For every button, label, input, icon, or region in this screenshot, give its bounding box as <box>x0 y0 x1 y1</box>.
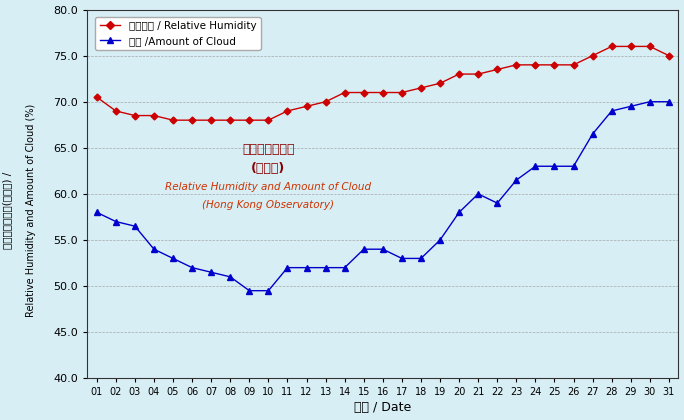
雲量 /Amount of Cloud <box>570 164 578 169</box>
Text: (天文台): (天文台) <box>251 162 285 175</box>
雲量 /Amount of Cloud <box>302 265 311 270</box>
雲量 /Amount of Cloud <box>455 210 463 215</box>
雲量 /Amount of Cloud <box>207 270 215 275</box>
相對濕度 / Relative Humidity <box>169 118 177 123</box>
相對濕度 / Relative Humidity <box>92 94 101 100</box>
相對濕度 / Relative Humidity <box>436 81 444 86</box>
相對濕度 / Relative Humidity <box>474 71 482 76</box>
相對濕度 / Relative Humidity <box>588 53 596 58</box>
Text: Relative Humidity and Amount of Cloud (%): Relative Humidity and Amount of Cloud (%… <box>26 103 36 317</box>
相對濕度 / Relative Humidity <box>665 53 673 58</box>
相對濕度 / Relative Humidity <box>379 90 387 95</box>
雲量 /Amount of Cloud <box>436 237 444 242</box>
雲量 /Amount of Cloud <box>474 192 482 197</box>
相對濕度 / Relative Humidity <box>360 90 368 95</box>
雲量 /Amount of Cloud <box>169 256 177 261</box>
雲量 /Amount of Cloud <box>551 164 559 169</box>
相對濕度 / Relative Humidity <box>283 108 291 113</box>
雲量 /Amount of Cloud <box>627 104 635 109</box>
相對濕度 / Relative Humidity <box>455 71 463 76</box>
雲量 /Amount of Cloud <box>531 164 540 169</box>
相對濕度 / Relative Humidity <box>531 62 540 67</box>
雲量 /Amount of Cloud <box>111 219 120 224</box>
相對濕度 / Relative Humidity <box>493 67 501 72</box>
雲量 /Amount of Cloud <box>131 223 139 228</box>
相對濕度 / Relative Humidity <box>512 62 521 67</box>
雲量 /Amount of Cloud <box>646 99 654 104</box>
相對濕度 / Relative Humidity <box>551 62 559 67</box>
Line: 雲量 /Amount of Cloud: 雲量 /Amount of Cloud <box>94 99 672 294</box>
相對濕度 / Relative Humidity <box>207 118 215 123</box>
相對濕度 / Relative Humidity <box>398 90 406 95</box>
相對濕度 / Relative Humidity <box>226 118 235 123</box>
雲量 /Amount of Cloud <box>512 178 521 183</box>
雲量 /Amount of Cloud <box>188 265 196 270</box>
相對濕度 / Relative Humidity <box>646 44 654 49</box>
Text: 相對濕度及雲量: 相對濕度及雲量 <box>242 143 295 156</box>
雲量 /Amount of Cloud <box>226 274 235 279</box>
相對濕度 / Relative Humidity <box>150 113 158 118</box>
X-axis label: 日期 / Date: 日期 / Date <box>354 402 412 415</box>
相對濕度 / Relative Humidity <box>321 99 330 104</box>
雲量 /Amount of Cloud <box>665 99 673 104</box>
相對濕度 / Relative Humidity <box>264 118 272 123</box>
雲量 /Amount of Cloud <box>360 247 368 252</box>
雲量 /Amount of Cloud <box>607 108 616 113</box>
相對濕度 / Relative Humidity <box>131 113 139 118</box>
相對濕度 / Relative Humidity <box>417 85 425 90</box>
雲量 /Amount of Cloud <box>588 131 596 136</box>
雲量 /Amount of Cloud <box>493 201 501 206</box>
相對濕度 / Relative Humidity <box>627 44 635 49</box>
雲量 /Amount of Cloud <box>417 256 425 261</box>
雲量 /Amount of Cloud <box>341 265 349 270</box>
相對濕度 / Relative Humidity <box>341 90 349 95</box>
相對濕度 / Relative Humidity <box>188 118 196 123</box>
雲量 /Amount of Cloud <box>379 247 387 252</box>
雲量 /Amount of Cloud <box>150 247 158 252</box>
Text: Relative Humidity and Amount of Cloud: Relative Humidity and Amount of Cloud <box>166 181 371 192</box>
Legend: 相對濕度 / Relative Humidity, 雲量 /Amount of Cloud: 相對濕度 / Relative Humidity, 雲量 /Amount of … <box>95 17 261 50</box>
雲量 /Amount of Cloud <box>264 288 272 293</box>
相對濕度 / Relative Humidity <box>111 108 120 113</box>
相對濕度 / Relative Humidity <box>570 62 578 67</box>
Text: (Hong Kong Observatory): (Hong Kong Observatory) <box>202 200 334 210</box>
Text: 相對濕度及雲量(百分比) /: 相對濕度及雲量(百分比) / <box>2 171 12 249</box>
相對濕度 / Relative Humidity <box>246 118 254 123</box>
雲量 /Amount of Cloud <box>246 288 254 293</box>
相對濕度 / Relative Humidity <box>302 104 311 109</box>
雲量 /Amount of Cloud <box>398 256 406 261</box>
Line: 相對濕度 / Relative Humidity: 相對濕度 / Relative Humidity <box>94 44 671 123</box>
相對濕度 / Relative Humidity <box>607 44 616 49</box>
雲量 /Amount of Cloud <box>283 265 291 270</box>
雲量 /Amount of Cloud <box>92 210 101 215</box>
雲量 /Amount of Cloud <box>321 265 330 270</box>
